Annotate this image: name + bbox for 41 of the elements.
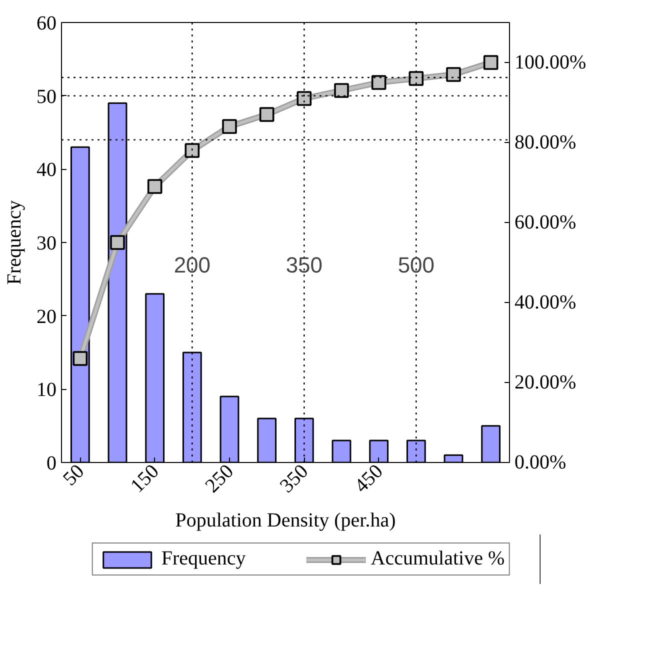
- x-tick-label: 50: [58, 460, 89, 490]
- bar: [444, 454, 464, 462]
- y-tick-label: 40: [36, 159, 56, 182]
- bar: [481, 425, 501, 462]
- y2-tick-label: 80.00%: [514, 132, 576, 154]
- y-tick-label: 0: [46, 452, 56, 474]
- point: [408, 71, 424, 86]
- y-tick-label: 60: [36, 12, 56, 34]
- bar: [257, 418, 277, 462]
- y2-tick-label: 100.00%: [514, 52, 586, 74]
- y2-tick-label: 0.00%: [514, 452, 566, 474]
- y-tick-label: 20: [36, 306, 56, 328]
- x-tick-label: 250: [201, 460, 238, 498]
- legend-label: Frequency: [161, 548, 246, 570]
- x-tick-label: 350: [276, 460, 313, 498]
- legend-label: Accumulative %: [370, 548, 505, 570]
- point: [147, 179, 162, 194]
- point: [334, 83, 349, 98]
- point: [371, 75, 386, 90]
- y-axis-title: Frequency: [4, 200, 26, 285]
- point: [184, 143, 200, 158]
- x-tick-label: 450: [350, 460, 388, 498]
- x-axis-title: Population Density (per.ha): [175, 510, 396, 532]
- point: [110, 235, 125, 250]
- y-tick-label: 50: [36, 86, 56, 108]
- point: [222, 119, 237, 134]
- y-tick-label: 30: [36, 232, 56, 254]
- y-tick-label: 10: [36, 379, 56, 402]
- y2-tick-label: 20.00%: [514, 372, 576, 394]
- y2-tick-label: 40.00%: [514, 292, 576, 314]
- point: [72, 351, 88, 366]
- ref-line-label: 350: [286, 252, 323, 278]
- point: [446, 67, 461, 82]
- ref-line-label: 200: [174, 252, 211, 278]
- point: [259, 107, 274, 122]
- y2-tick-label: 60.00%: [514, 212, 576, 234]
- ref-line-label: 500: [398, 252, 435, 278]
- bar: [332, 440, 352, 462]
- point: [483, 55, 498, 70]
- point: [296, 91, 312, 106]
- x-tick-label: 150: [126, 460, 164, 498]
